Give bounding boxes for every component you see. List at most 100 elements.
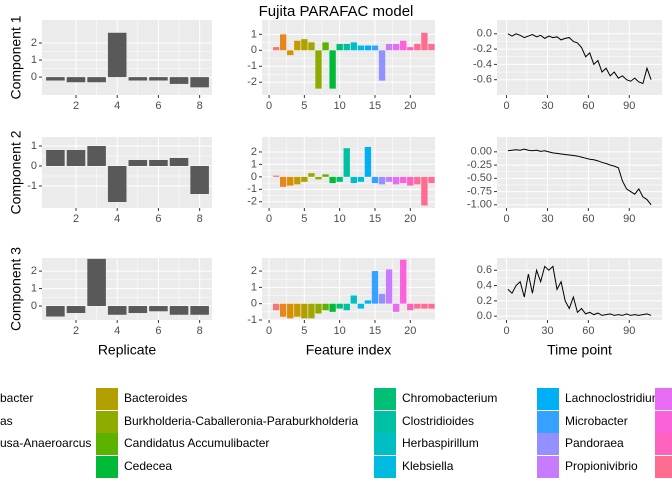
bar [128, 160, 148, 166]
bar [294, 40, 301, 51]
x-tick-label: 30 [541, 213, 553, 225]
x-tick-label: 15 [369, 100, 381, 112]
x-tick-label: 10 [334, 100, 346, 112]
bar [385, 43, 393, 51]
x-tick-label: 60 [582, 213, 594, 225]
bar [364, 146, 372, 177]
y-tick-label: 2 [251, 146, 257, 158]
bar [322, 174, 329, 177]
x-tick-label: 5 [301, 100, 307, 112]
bar [294, 176, 301, 185]
bar [322, 303, 329, 311]
x-tick-label: 60 [582, 100, 594, 112]
legend-label: Cedecea [124, 459, 172, 473]
bar [371, 45, 379, 51]
legend-swatch [96, 411, 118, 433]
x-tick-label: 6 [155, 100, 161, 112]
legend-label: Klebsiella [402, 459, 454, 473]
bar [400, 259, 407, 304]
y-tick-label: 0.6 [477, 264, 492, 276]
legend-swatch [374, 456, 396, 478]
x-tick-label: 20 [404, 100, 416, 112]
bar [308, 42, 315, 51]
x-tick-label: 30 [541, 100, 553, 112]
legend-label: Pandoraea [565, 436, 624, 450]
bar [169, 306, 189, 315]
bar [392, 303, 400, 312]
bar [378, 176, 386, 185]
bar [46, 306, 65, 317]
legend-swatch [96, 388, 118, 410]
legend-label: Burkholderia-Caballeronia-Paraburkholder… [124, 414, 358, 428]
bar [272, 47, 280, 51]
y-tick-label: -0.75 [467, 185, 492, 197]
y-tick-label: 1 [31, 282, 37, 294]
bar [357, 45, 365, 51]
chart-title: Fujita PARAFAC model [259, 3, 414, 20]
bar [272, 303, 280, 311]
legend-swatch [655, 388, 672, 410]
bar [414, 43, 421, 51]
x-tick-label: 20 [404, 325, 416, 337]
y-tick-label: -1 [247, 183, 257, 195]
y-axis-label: Component 3 [8, 247, 24, 331]
bar [128, 306, 148, 314]
x-tick-label: 60 [582, 325, 594, 337]
x-tick-label: 4 [114, 213, 120, 225]
x-tick-label: 5 [301, 325, 307, 337]
legend-label: Lachnoclostridium [565, 391, 662, 405]
x-tick-label: 90 [623, 325, 635, 337]
y-tick-label: -0.25 [467, 159, 492, 171]
x-tick-label: 4 [114, 100, 120, 112]
x-tick-label: 0 [503, 213, 509, 225]
x-tick-label: 20 [404, 213, 416, 225]
bar [428, 43, 435, 51]
bar [414, 176, 421, 185]
bar [322, 42, 329, 51]
legend-label: Clostridioides [402, 414, 474, 428]
y-tick-label: 0.4 [477, 279, 492, 291]
y-tick-label: -0.2 [473, 43, 492, 55]
y-axis-label: Component 2 [8, 130, 24, 214]
y-tick-label: 2 [31, 265, 37, 277]
bar [392, 43, 400, 51]
bar [308, 303, 315, 319]
legend-label: Candidatus Accumulibacter [124, 436, 269, 450]
bar [107, 306, 127, 315]
x-tick-label: 30 [541, 325, 553, 337]
x-tick-label: 6 [155, 325, 161, 337]
bar [343, 148, 350, 177]
bar [400, 176, 407, 184]
bar [107, 166, 127, 202]
y-tick-label: 0 [31, 300, 37, 312]
y-tick-label: 0.0 [477, 28, 492, 40]
y-tick-label: -0.50 [467, 172, 492, 184]
x-tick-label: 90 [623, 100, 635, 112]
bar [421, 176, 428, 206]
bar [315, 176, 322, 180]
bar [190, 306, 209, 315]
bar [287, 176, 294, 186]
bar [329, 303, 336, 312]
bar [350, 176, 357, 184]
y-tick-label: 2 [31, 37, 37, 49]
x-tick-label: 2 [73, 325, 79, 337]
y-tick-label: 2 [251, 265, 257, 277]
legend-label: bacter [0, 391, 33, 405]
y-tick-label: -1.00 [467, 199, 492, 211]
bar [385, 176, 393, 182]
bar [149, 160, 168, 166]
bar [280, 176, 287, 187]
y-tick-label: 0.2 [477, 295, 492, 307]
bar [107, 32, 127, 78]
bar [287, 50, 294, 56]
bar [87, 77, 106, 83]
legend-swatch [537, 411, 559, 433]
bar [66, 150, 86, 166]
bar [343, 303, 350, 311]
x-tick-label: 0 [503, 100, 509, 112]
bar [280, 303, 287, 317]
bar [392, 176, 400, 185]
bar [87, 258, 106, 307]
legend-label: as [0, 414, 13, 428]
